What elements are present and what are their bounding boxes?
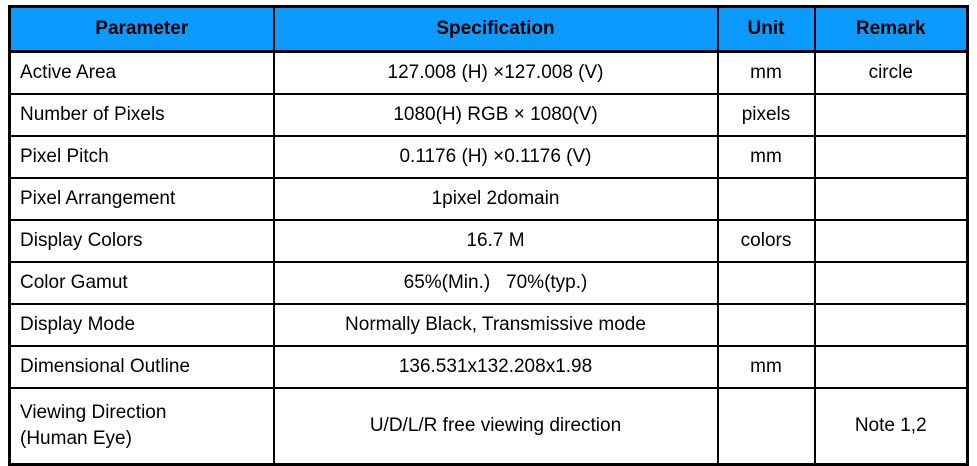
- cell-parameter: Viewing Direction (Human Eye): [8, 387, 275, 466]
- cell-parameter: Pixel Pitch: [8, 135, 275, 179]
- table-row: Pixel Pitch 0.1176 (H) ×0.1176 (V) mm: [8, 135, 969, 179]
- column-header-unit: Unit: [716, 5, 816, 53]
- cell-unit: pixels: [716, 93, 816, 137]
- cell-specification: U/D/L/R free viewing direction: [272, 387, 719, 466]
- table-row: Number of Pixels 1080(H) RGB × 1080(V) p…: [8, 93, 969, 137]
- column-header-parameter: Parameter: [8, 5, 275, 53]
- column-header-remark: Remark: [813, 5, 969, 53]
- cell-remark: [813, 177, 969, 221]
- cell-unit: mm: [716, 135, 816, 179]
- cell-specification: 1080(H) RGB × 1080(V): [272, 93, 719, 137]
- cell-unit: [716, 387, 816, 466]
- cell-specification: 0.1176 (H) ×0.1176 (V): [272, 135, 719, 179]
- cell-specification: 136.531x132.208x1.98: [272, 345, 719, 389]
- cell-specification: 1pixel 2domain: [272, 177, 719, 221]
- cell-unit: [716, 261, 816, 305]
- column-header-specification: Specification: [272, 5, 719, 53]
- cell-parameter: Active Area: [8, 50, 275, 95]
- cell-unit: mm: [716, 50, 816, 95]
- table-row: Color Gamut 65%(Min.) 70%(typ.): [8, 261, 969, 305]
- cell-parameter: Display Mode: [8, 303, 275, 347]
- table-row: Display Mode Normally Black, Transmissiv…: [8, 303, 969, 347]
- table-row: Pixel Arrangement 1pixel 2domain: [8, 177, 969, 221]
- cell-specification: 65%(Min.) 70%(typ.): [272, 261, 719, 305]
- cell-specification: 16.7 M: [272, 219, 719, 263]
- cell-remark: [813, 303, 969, 347]
- cell-parameter: Pixel Arrangement: [8, 177, 275, 221]
- table-row: Dimensional Outline 136.531x132.208x1.98…: [8, 345, 969, 389]
- cell-specification: 127.008 (H) ×127.008 (V): [272, 50, 719, 95]
- table-row: Viewing Direction (Human Eye) U/D/L/R fr…: [8, 387, 969, 466]
- cell-parameter: Display Colors: [8, 219, 275, 263]
- cell-remark: Note 1,2: [813, 387, 969, 466]
- specification-table-container: Parameter Specification Unit Remark Acti…: [8, 5, 969, 466]
- table-row: Display Colors 16.7 M colors: [8, 219, 969, 263]
- header-row: Parameter Specification Unit Remark: [8, 5, 969, 53]
- cell-remark: [813, 261, 969, 305]
- cell-unit: [716, 303, 816, 347]
- table-row: Active Area 127.008 (H) ×127.008 (V) mm …: [8, 50, 969, 95]
- cell-remark: [813, 93, 969, 137]
- cell-unit: colors: [716, 219, 816, 263]
- cell-unit: mm: [716, 345, 816, 389]
- cell-parameter: Dimensional Outline: [8, 345, 275, 389]
- cell-parameter: Color Gamut: [8, 261, 275, 305]
- specification-table: Parameter Specification Unit Remark Acti…: [8, 5, 969, 466]
- cell-specification: Normally Black, Transmissive mode: [272, 303, 719, 347]
- cell-parameter: Number of Pixels: [8, 93, 275, 137]
- cell-remark: [813, 345, 969, 389]
- cell-remark: [813, 135, 969, 179]
- cell-remark: [813, 219, 969, 263]
- cell-unit: [716, 177, 816, 221]
- cell-remark: circle: [813, 50, 969, 95]
